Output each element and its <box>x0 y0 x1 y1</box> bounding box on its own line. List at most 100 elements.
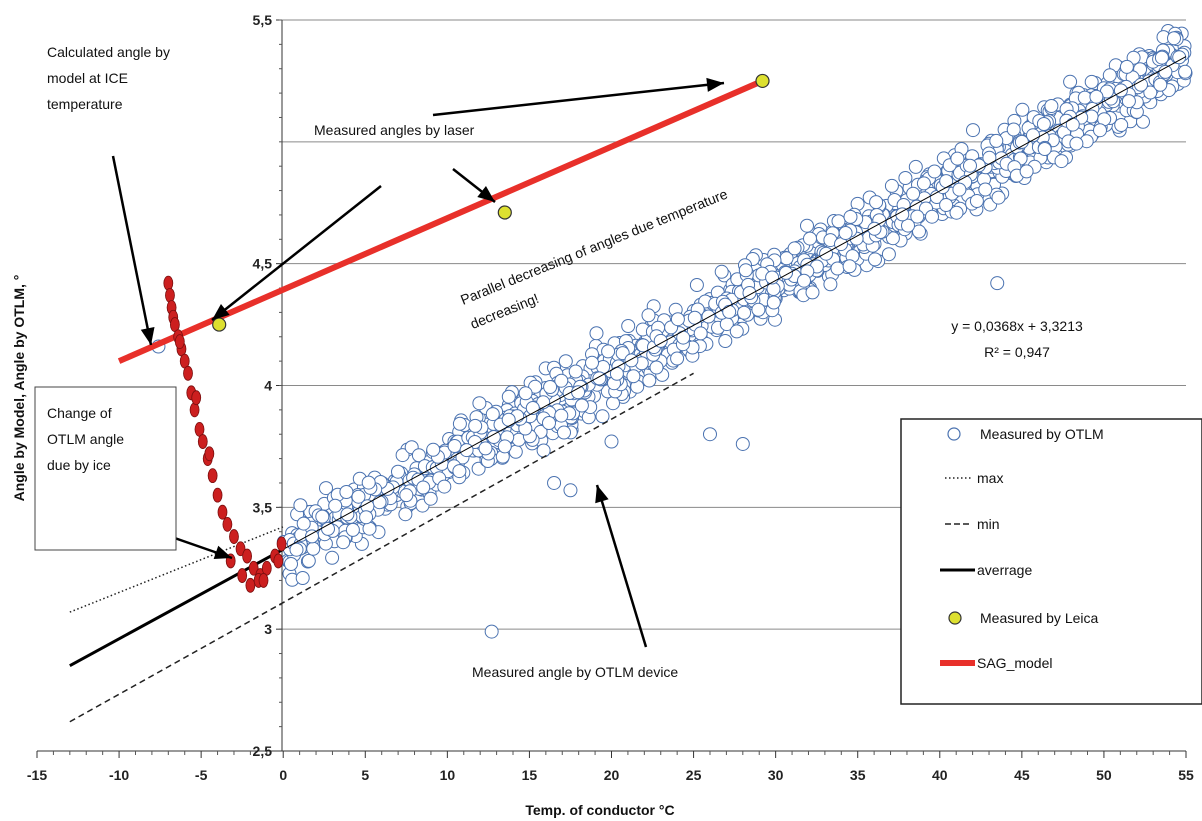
x-tick-label: 55 <box>1178 767 1194 783</box>
otlm-point <box>916 176 931 191</box>
y-tick-label: 4 <box>264 378 272 394</box>
otlm-point <box>901 218 915 233</box>
otlm-point <box>423 491 438 506</box>
arrow-otlm-device <box>595 484 648 648</box>
otlm-outlier <box>399 488 414 503</box>
x-tick-label: 30 <box>768 767 784 783</box>
arrow-otlm-device-head <box>595 485 609 504</box>
arrow-to-leica-low <box>211 185 382 321</box>
otlm-point <box>284 557 298 571</box>
otlm-point <box>301 553 316 568</box>
otlm-point <box>766 295 781 310</box>
x-tick-label: -5 <box>195 767 208 783</box>
otlm-outlier <box>604 434 619 449</box>
otlm-point <box>568 364 583 379</box>
x-tick-label: 10 <box>440 767 456 783</box>
otlm-point <box>372 495 387 510</box>
legend: Measured by OTLM max min averrage Measured b… <box>900 418 1202 705</box>
otlm-point <box>1006 122 1021 137</box>
arrow-to-leica-high-head <box>706 77 724 92</box>
otlm-point <box>345 522 360 537</box>
y-tick-label: 3 <box>264 621 272 637</box>
otlm-point <box>1069 136 1084 151</box>
otlm-point <box>467 435 482 449</box>
x-tick-label: 0 <box>279 767 287 783</box>
otlm-point <box>1015 102 1030 117</box>
otlm-point <box>689 278 704 292</box>
otlm-point <box>805 285 820 300</box>
otlm-scatter <box>151 24 1193 639</box>
otlm-point <box>722 304 737 319</box>
x-tick-label: -15 <box>27 767 47 783</box>
otlm-point <box>485 407 500 422</box>
otlm-point <box>468 418 483 433</box>
y-tick-label: 2,5 <box>253 743 273 759</box>
otlm-point <box>1102 68 1117 83</box>
x-tick-label: -10 <box>109 767 129 783</box>
otlm-point <box>471 461 486 476</box>
otlm-point <box>351 489 366 504</box>
trend-equation: y = 0,0368x + 3,3213 <box>951 318 1083 334</box>
otlm-point <box>1119 59 1134 74</box>
otlm-point <box>1172 50 1187 65</box>
otlm-point <box>908 159 923 174</box>
otlm-point <box>1084 74 1099 89</box>
otlm-point <box>912 224 926 239</box>
legend-label: min <box>977 516 1000 532</box>
otlm-point <box>693 326 708 341</box>
otlm-point <box>361 475 376 490</box>
legend-label: Measured by Leica <box>980 610 1099 626</box>
ice-point <box>235 541 246 557</box>
otlm-point <box>585 355 599 370</box>
otlm-point <box>830 261 845 276</box>
otlm-point <box>927 164 942 179</box>
otlm-point <box>1089 89 1104 104</box>
otlm-point <box>325 550 340 565</box>
otlm-point <box>359 510 374 525</box>
otlm-point <box>843 209 858 224</box>
otlm-point <box>925 209 939 224</box>
otlm-point <box>670 312 685 327</box>
otlm-point <box>963 158 977 173</box>
y-tick-label: 5,5 <box>253 12 273 28</box>
otlm-point <box>542 416 556 430</box>
otlm-point <box>1167 31 1181 46</box>
otlm-point <box>528 379 543 394</box>
x-tick-label: 50 <box>1096 767 1112 783</box>
otlm-outlier <box>990 276 1005 291</box>
ice-point <box>273 553 284 569</box>
legend-label: max <box>977 470 1003 486</box>
x-tick-label: 45 <box>1014 767 1030 783</box>
otlm-point <box>1077 90 1092 105</box>
legend-label: averrage <box>977 562 1032 578</box>
otlm-point <box>391 464 405 479</box>
otlm-point <box>459 443 474 458</box>
average-line <box>282 56 1187 550</box>
otlm-point <box>884 178 899 193</box>
otlm-point <box>738 263 753 278</box>
otlm-outlier <box>497 439 512 454</box>
otlm-point <box>589 326 604 341</box>
otlm-outlier <box>1014 134 1029 149</box>
otlm-point <box>336 535 351 550</box>
arrow-ice-change-head <box>213 545 232 560</box>
otlm-point <box>1063 74 1078 89</box>
ice-point <box>229 529 239 544</box>
arrow-to-leica-high <box>432 81 725 117</box>
otlm-point <box>339 485 354 499</box>
otlm-point <box>574 398 589 413</box>
arrow-to-leica-mid-head <box>477 185 495 202</box>
otlm-point <box>472 396 487 411</box>
otlm-point <box>991 190 1006 205</box>
legend-label: SAG_model <box>977 655 1052 671</box>
x-tick-label: 15 <box>522 767 538 783</box>
otlm-point <box>1114 118 1129 132</box>
otlm-point <box>319 481 333 496</box>
ice-point <box>163 275 174 291</box>
otlm-point <box>641 308 656 323</box>
otlm-point <box>518 386 533 401</box>
otlm-outlier <box>735 436 750 451</box>
trend-r2: R² = 0,947 <box>984 344 1050 360</box>
otlm-outlier <box>547 475 562 490</box>
